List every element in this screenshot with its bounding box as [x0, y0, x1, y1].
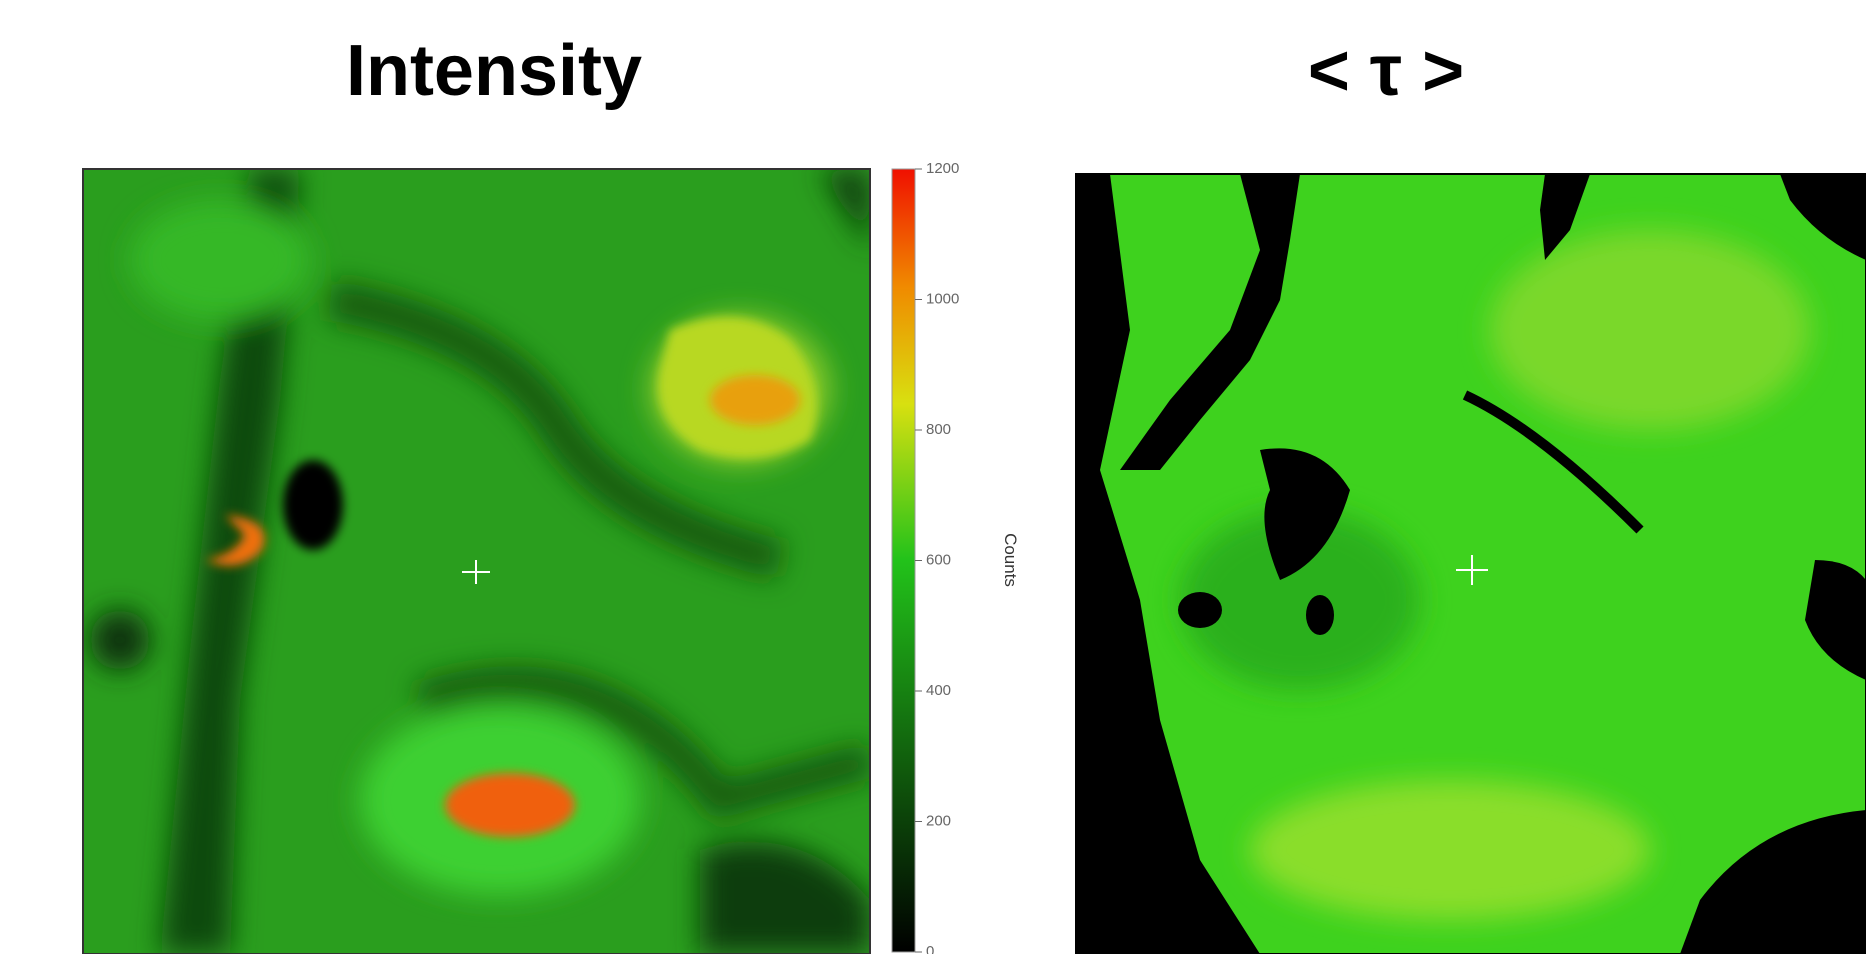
intensity-image [83, 169, 870, 954]
colorbar-tick-label: 200 [926, 812, 951, 829]
panel-title: < τ > [1308, 31, 1464, 111]
colorbar-ticks: 0 200 400 600 800 1000 1200 [915, 160, 959, 954]
colorbar-label: Counts [1001, 533, 1020, 587]
lifetime-image [1076, 174, 1866, 954]
page: Intensity < τ > 0 200 400 600 800 1000 1200 Co… [0, 0, 1866, 954]
colorbar-tick-label: 0 [926, 943, 934, 954]
figure: Intensity < τ > 0 200 400 600 800 1000 1200 Co… [0, 0, 1866, 954]
colorbar-tick-label: 800 [926, 421, 951, 438]
colorbar-tick-label: 1200 [926, 160, 959, 177]
colorbar-tick-label: 1000 [926, 290, 959, 307]
colorbar-tick-label: 400 [926, 682, 951, 699]
panel-title: Intensity [346, 31, 642, 111]
colorbar [892, 169, 915, 952]
colorbar-tick-label: 600 [926, 551, 951, 568]
